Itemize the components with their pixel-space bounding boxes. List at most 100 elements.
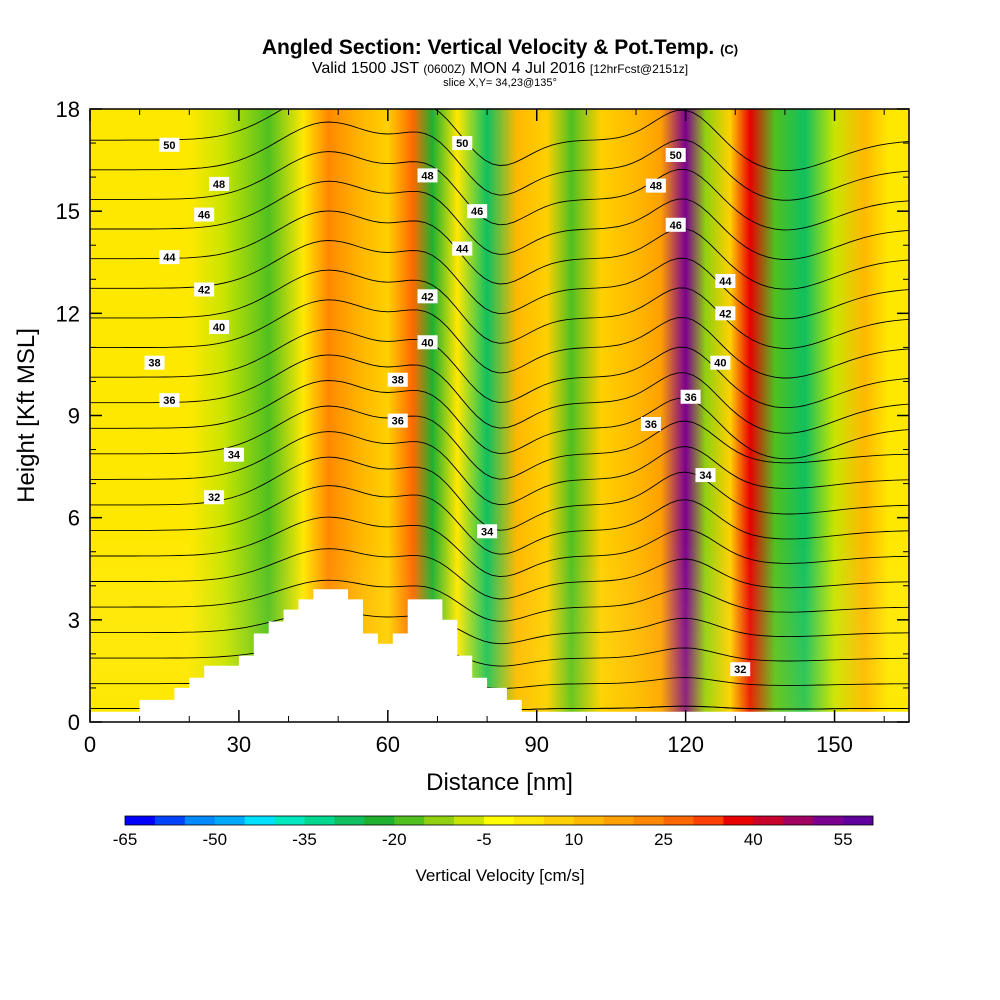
colorbar-swatch <box>603 816 634 825</box>
contour-label-box <box>417 335 438 350</box>
contour-label: 40 <box>714 358 726 370</box>
y-tick-label: 9 <box>68 404 80 429</box>
contour-label-box <box>695 468 716 483</box>
colorbar-swatch <box>454 816 485 825</box>
colorbar-swatch <box>484 816 515 825</box>
isentrope-line <box>90 121 909 201</box>
colorbar-swatch <box>394 816 425 825</box>
contour-label-box <box>710 355 731 370</box>
colorbar-swatch <box>334 816 365 825</box>
contour-label: 50 <box>456 138 468 150</box>
contour-label: 40 <box>421 337 433 349</box>
contour-label: 40 <box>213 322 225 334</box>
contour-label: 38 <box>392 375 404 387</box>
colorbar-swatch <box>633 816 664 825</box>
contour-label: 46 <box>471 206 483 218</box>
contour-label-box <box>715 273 736 288</box>
y-tick-label: 18 <box>56 97 80 122</box>
colorbar-swatch <box>693 816 724 825</box>
contour-label: 32 <box>208 492 220 504</box>
velocity-shading <box>90 109 909 722</box>
y-tick-label: 15 <box>56 199 80 224</box>
contour-label: 46 <box>198 210 210 222</box>
contour-label: 42 <box>719 308 731 320</box>
contour-label-box <box>467 204 488 219</box>
contour-label-box <box>144 355 165 370</box>
contour-label: 44 <box>456 244 469 256</box>
colorbar-tick-label: -35 <box>292 830 317 849</box>
chart-subtitle: Valid 1500 JST (0600Z) MON 4 Jul 2016 [1… <box>0 60 1000 78</box>
isentrope-line <box>90 354 909 434</box>
contour-label-box <box>204 490 225 505</box>
isentrope-line <box>90 611 909 645</box>
colorbar-swatch <box>244 816 275 825</box>
colorbar-swatch <box>753 816 784 825</box>
forecast-info: [12hrFcst@2151z] <box>589 62 689 76</box>
colorbar-tick-label: -65 <box>113 830 138 849</box>
x-tick-label: 0 <box>84 732 96 757</box>
isentrope-line <box>90 579 909 622</box>
contour-label-box <box>715 306 736 321</box>
contour-label-box <box>680 389 701 404</box>
isentrope-line <box>90 548 909 600</box>
contour-label: 36 <box>684 392 696 404</box>
contour-label-box <box>223 447 244 462</box>
title-text: Angled Section: Vertical Velocity & Pot.… <box>261 36 715 59</box>
colorbar-swatch <box>424 816 455 825</box>
colorbar-tick-label: -20 <box>382 830 407 849</box>
contour-label: 48 <box>650 181 662 193</box>
contour-label: 36 <box>645 419 657 431</box>
contour-label: 36 <box>163 395 175 407</box>
colorbar-swatch <box>184 816 216 825</box>
contour-label-box <box>477 524 498 539</box>
x-axis-label: Distance [nm] <box>426 769 573 796</box>
slice-info: slice X,Y= 34,23@135° <box>443 77 557 89</box>
isentrope-line <box>90 328 909 409</box>
y-tick-label: 6 <box>68 506 80 531</box>
contour-label: 48 <box>421 170 433 182</box>
contour-label-box <box>417 168 438 183</box>
contour-label: 34 <box>699 470 712 482</box>
colorbar-swatch <box>543 816 575 825</box>
y-tick-label: 3 <box>68 608 80 633</box>
contour-label: 32 <box>734 664 746 676</box>
contour-label-box <box>194 207 215 222</box>
isentrope-line <box>90 151 909 231</box>
contour-label-box <box>665 147 686 162</box>
contour-label-box <box>730 662 751 677</box>
contour-label-box <box>387 372 408 387</box>
isentrope-line <box>90 456 909 531</box>
x-tick-label: 150 <box>816 732 853 757</box>
colorbar-swatch <box>723 816 754 825</box>
contour-label-box <box>209 319 230 334</box>
y-axis-label: Height [Kft MSL] <box>13 328 40 503</box>
contour-label: 34 <box>481 526 494 538</box>
contour-label-box <box>452 136 473 151</box>
isentrope-line <box>90 380 909 460</box>
contour-label-box <box>194 282 215 297</box>
contour-label: 42 <box>198 284 210 296</box>
contour-label-box <box>665 217 686 232</box>
contour-label: 50 <box>163 140 175 152</box>
valid-prefix: Valid 1500 JST <box>311 60 419 77</box>
colorbar-label: Vertical Velocity [cm/s] <box>415 866 584 885</box>
isentrope-line <box>90 269 909 349</box>
colorbar-swatch <box>663 816 694 825</box>
contour-label: 34 <box>228 450 241 462</box>
colorbar-tick-label: 25 <box>654 830 673 849</box>
colorbar-swatch <box>154 816 186 825</box>
contour-label-box <box>452 241 473 256</box>
colorbar-swatch <box>125 816 156 825</box>
isentrope-line <box>90 299 909 379</box>
pot-temp-labels: 50 48 46 44 42 40 38 36 34 32 50 48 46 44 42 40 38 36 34 50… <box>144 136 751 677</box>
terrain <box>90 589 909 722</box>
colorbar-swatch <box>364 816 395 825</box>
contour-label-box <box>417 289 438 304</box>
x-tick-label: 30 <box>227 732 251 757</box>
colorbar-tick-label: 40 <box>744 830 763 849</box>
contour-label-box <box>159 393 180 408</box>
isentrope-line <box>90 210 909 290</box>
pot-temp-contours <box>90 109 909 711</box>
colorbar-swatch <box>304 816 335 825</box>
colorbar-frame <box>124 815 874 826</box>
